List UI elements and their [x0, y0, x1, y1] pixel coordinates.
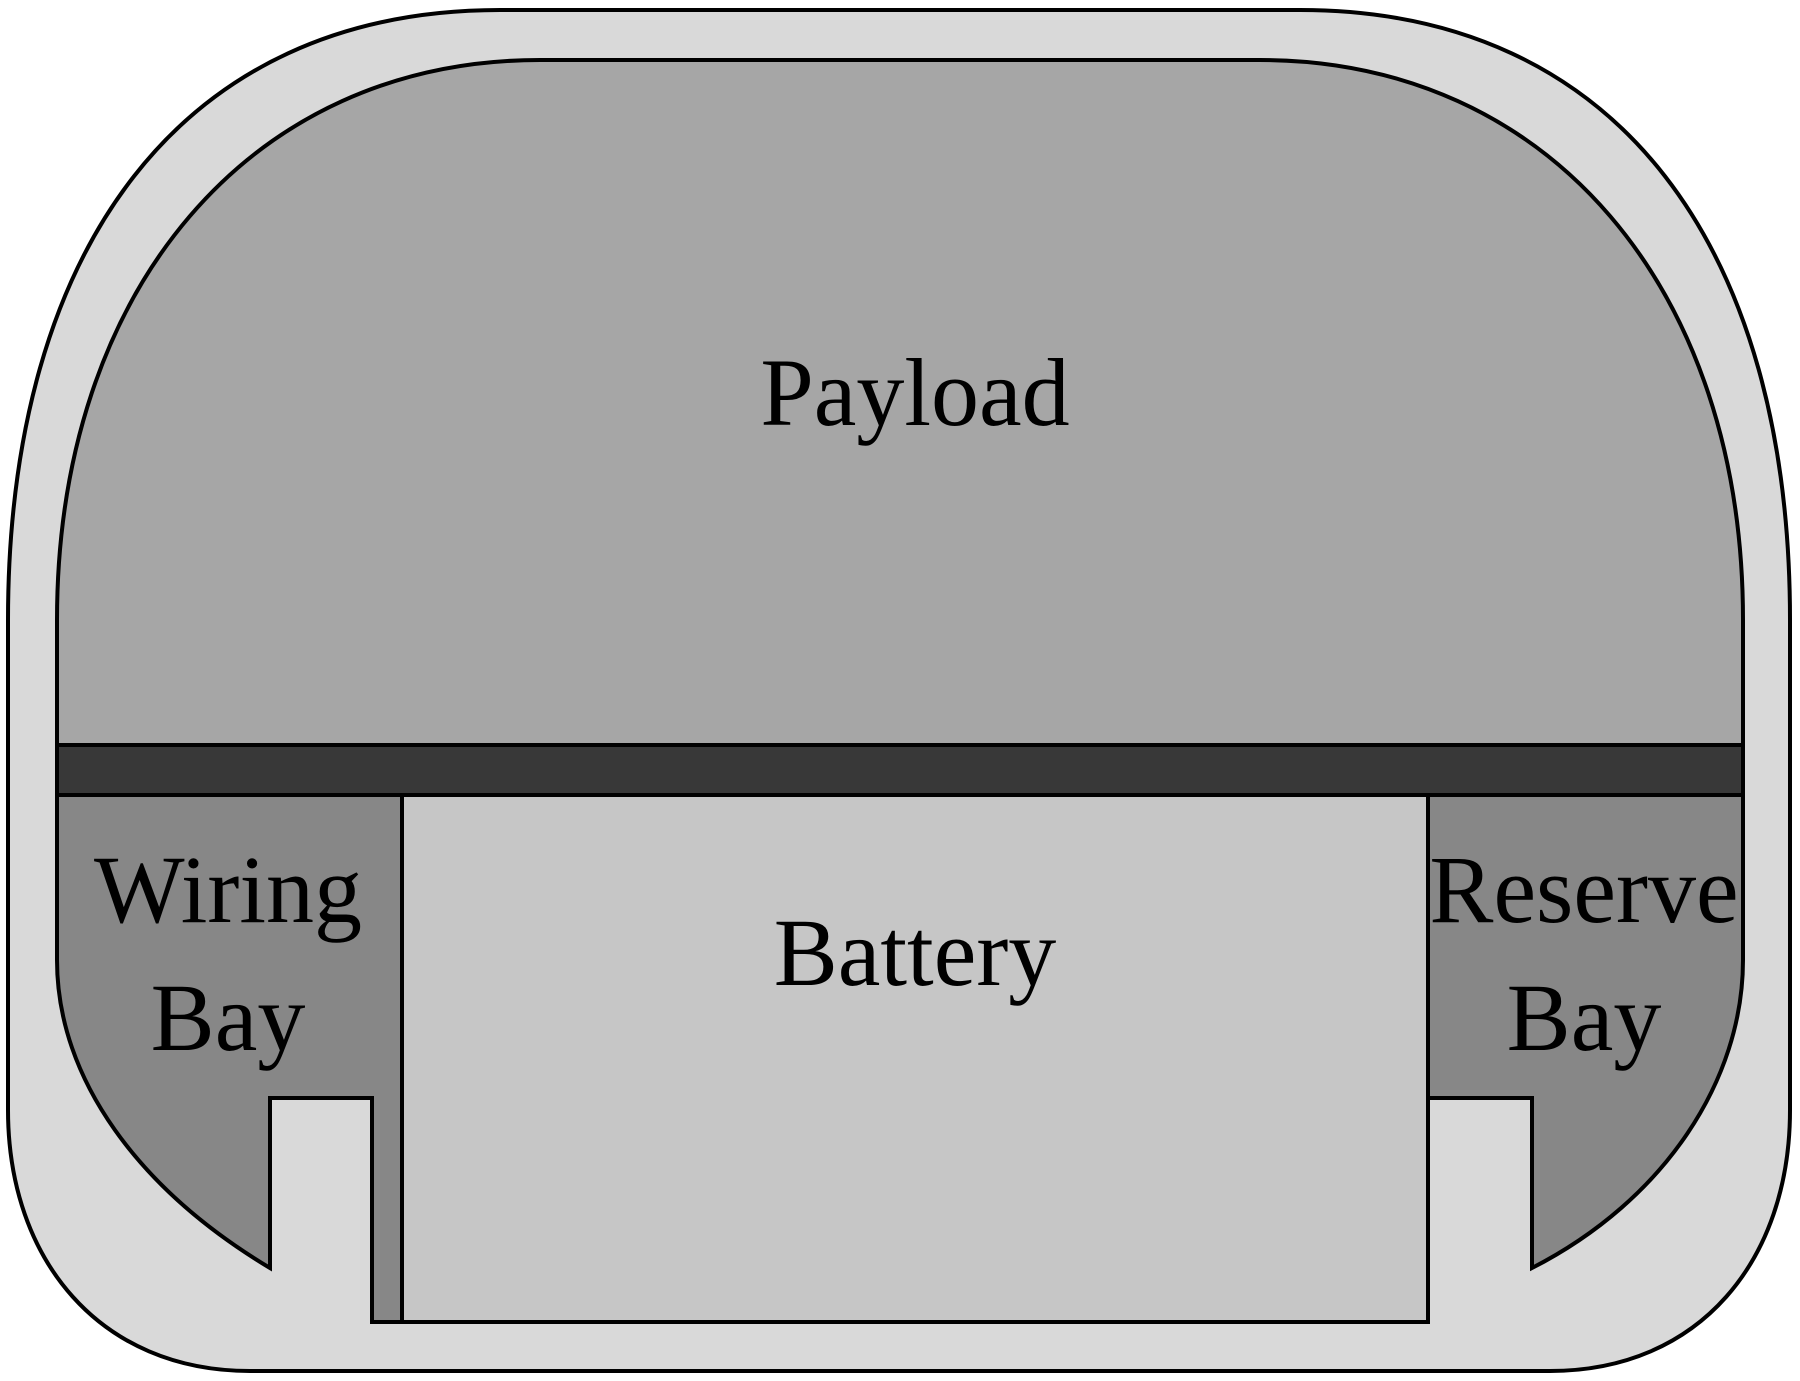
wiring-bay [55, 793, 404, 1324]
wiring-bay-label-line1: Wiring [94, 836, 362, 943]
battery-label: Battery [774, 899, 1057, 1006]
battery-compartment [400, 793, 1430, 1324]
payload-compartment [55, 58, 1745, 747]
reserve-bay-label-line2: Bay [1507, 964, 1662, 1071]
reserve-bay-label-line1: Reserve [1429, 836, 1738, 943]
reserve-bay [1426, 793, 1745, 1272]
wiring-bay-label-line2: Bay [151, 964, 306, 1071]
divider-bar [55, 743, 1745, 797]
payload-label: Payload [760, 339, 1069, 446]
